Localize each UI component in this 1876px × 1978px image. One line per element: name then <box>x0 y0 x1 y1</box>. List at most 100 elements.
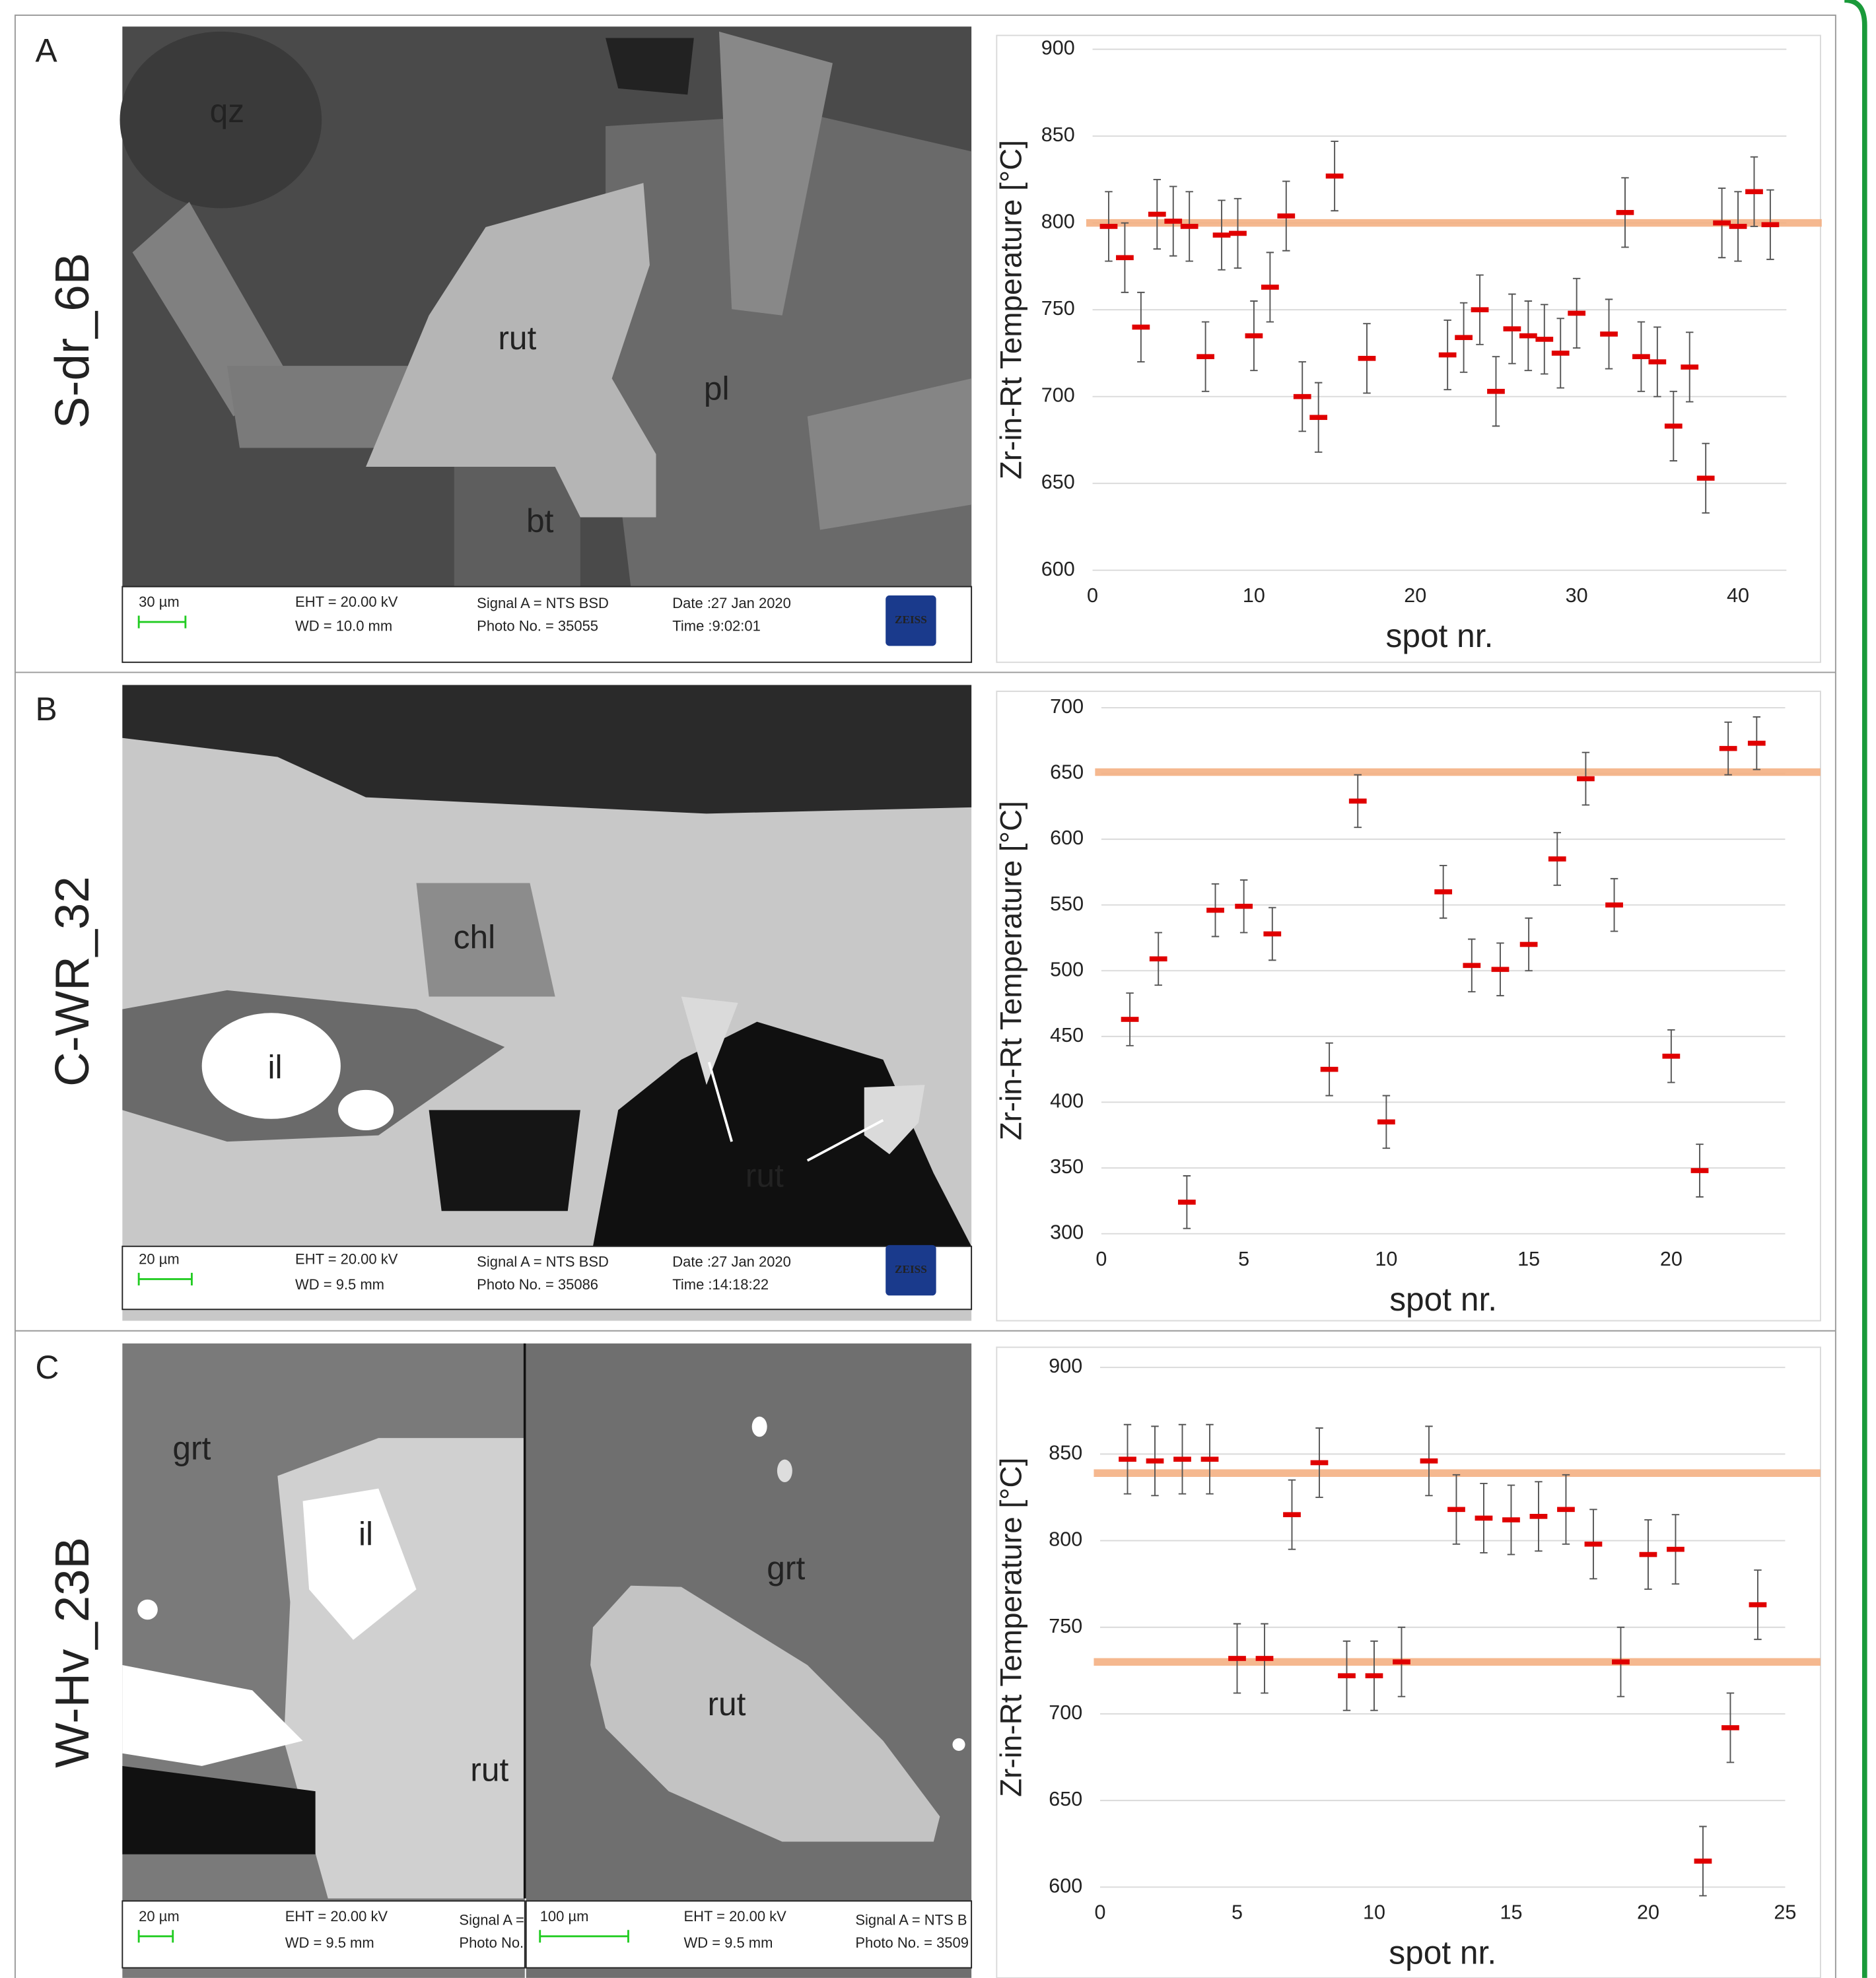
info-text: 100 µm <box>540 1908 589 1925</box>
figure: AS-dr_6Bqzrutplbt30 µmEHT = 20.00 kVWD =… <box>0 0 1876 1978</box>
point <box>1321 1067 1338 1072</box>
point <box>1294 394 1311 399</box>
logo-text: ZEISS <box>895 1263 927 1276</box>
x-tick-label: 20 <box>1404 584 1426 607</box>
point <box>1694 1859 1712 1864</box>
info-text: Signal A = <box>459 1912 524 1928</box>
point <box>1256 1656 1274 1661</box>
x-tick-label: 0 <box>1087 584 1098 607</box>
point <box>1729 224 1747 229</box>
logo-text: ZEISS <box>895 613 927 626</box>
info-text: WD = 9.5 mm <box>684 1934 773 1951</box>
info-text: EHT = 20.00 kV <box>295 1251 398 1268</box>
mineral-label: qz <box>210 92 244 129</box>
mineral-label: pl <box>704 370 730 407</box>
point <box>1548 856 1566 862</box>
point <box>1197 354 1214 359</box>
info-text: Time :9:02:01 <box>672 617 761 634</box>
mineral-label: rut <box>746 1157 784 1194</box>
point <box>1530 1514 1548 1519</box>
point <box>1277 213 1295 219</box>
point <box>1181 224 1199 229</box>
point <box>1749 1602 1767 1608</box>
y-tick-label: 900 <box>1049 1355 1082 1377</box>
point <box>1245 333 1263 339</box>
point <box>1520 942 1538 947</box>
y-tick-label: 650 <box>1041 471 1075 493</box>
point <box>1640 1552 1657 1557</box>
y-axis-label: Zr-in-Rt Temperature [°C] <box>993 1458 1027 1797</box>
point <box>1721 1725 1739 1730</box>
mineral-label: chl <box>454 919 495 956</box>
y-tick-label: 900 <box>1041 37 1075 59</box>
info-text: EHT = 20.00 kV <box>295 594 398 610</box>
y-axis-label: Zr-in-Rt Temperature [°C] <box>993 801 1027 1140</box>
point <box>1616 210 1634 215</box>
point <box>1206 908 1224 913</box>
y-tick-label: 750 <box>1049 1615 1082 1637</box>
point <box>1447 1507 1465 1513</box>
y-tick-label: 600 <box>1049 1874 1082 1897</box>
point <box>1377 1120 1395 1125</box>
info-text: Date :27 Jan 2020 <box>672 595 791 611</box>
point <box>1358 356 1376 361</box>
point <box>1492 967 1510 972</box>
x-tick-label: 15 <box>1500 1901 1522 1924</box>
sample-name: S-dr_6B <box>46 253 99 428</box>
point <box>1720 746 1737 751</box>
point <box>1393 1659 1410 1664</box>
y-tick-label: 350 <box>1050 1155 1084 1178</box>
point <box>1213 232 1231 238</box>
point <box>1338 1673 1356 1678</box>
point <box>1487 389 1505 394</box>
info-text: Photo No. = 35055 <box>477 617 598 634</box>
y-tick-label: 700 <box>1050 695 1084 718</box>
point <box>1585 1542 1603 1547</box>
point <box>1420 1458 1438 1464</box>
point <box>1681 364 1698 370</box>
info-text: 20 µm <box>139 1251 180 1268</box>
point <box>1455 335 1473 340</box>
point <box>1132 325 1150 330</box>
point <box>1116 255 1134 260</box>
x-tick-label: 10 <box>1243 584 1265 607</box>
mineral-label: rut <box>470 1752 508 1789</box>
x-tick-label: 20 <box>1637 1901 1659 1924</box>
info-text: 30 µm <box>139 594 180 610</box>
point <box>1577 776 1595 782</box>
point <box>1178 1200 1196 1205</box>
sample-name: W-Hv_23B <box>46 1537 99 1768</box>
mineral-label: bt <box>526 502 554 539</box>
x-tick-label: 25 <box>1774 1901 1796 1924</box>
x-axis-label: spot nr. <box>1389 1281 1497 1318</box>
point <box>1173 1456 1191 1462</box>
point <box>1605 903 1623 908</box>
y-tick-label: 850 <box>1049 1441 1082 1464</box>
y-tick-label: 850 <box>1041 123 1075 146</box>
point <box>1326 174 1344 179</box>
sem-image <box>122 685 971 1321</box>
point <box>1691 1168 1709 1173</box>
point <box>1119 1456 1136 1462</box>
point <box>1229 231 1247 236</box>
sem-image <box>526 1344 971 1978</box>
y-tick-label: 300 <box>1050 1221 1084 1244</box>
panel-letter: B <box>35 691 57 728</box>
point <box>1228 1656 1246 1661</box>
point <box>1612 1659 1630 1664</box>
y-tick-label: 450 <box>1050 1024 1084 1046</box>
y-tick-label: 400 <box>1050 1090 1084 1112</box>
x-tick-label: 0 <box>1095 1901 1106 1924</box>
info-text: Signal A = NTS BSD <box>477 1253 609 1270</box>
point <box>1471 307 1489 312</box>
point <box>1648 359 1666 364</box>
y-tick-label: 800 <box>1049 1528 1082 1551</box>
point <box>1557 1507 1575 1513</box>
x-tick-label: 20 <box>1660 1248 1683 1270</box>
x-tick-label: 0 <box>1095 1248 1107 1270</box>
y-axis-label: Zr-in-Rt Temperature [°C] <box>993 140 1027 479</box>
mineral-label: il <box>359 1515 373 1552</box>
info-text: Photo No. = 3509 <box>855 1934 969 1951</box>
point <box>1665 424 1683 429</box>
point <box>1235 904 1253 909</box>
